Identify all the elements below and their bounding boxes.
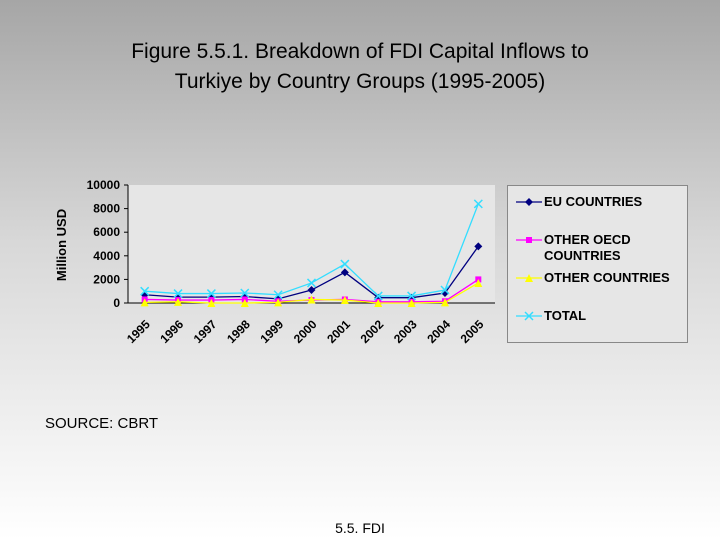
x-tick-label: 2000 <box>291 317 320 346</box>
x-tick-label: 1999 <box>257 317 286 346</box>
x-tick-label: 2003 <box>391 317 420 346</box>
point <box>206 289 216 299</box>
point <box>440 285 450 295</box>
x-tick-label: 1996 <box>157 317 186 346</box>
point <box>307 295 316 304</box>
legend-marker <box>524 311 534 321</box>
legend-icon <box>516 198 542 206</box>
point <box>340 259 350 269</box>
title-line: Turkiye by Country Groups (1995-2005) <box>174 70 546 93</box>
y-axis-label: Million USD <box>54 209 69 281</box>
point <box>473 199 483 209</box>
point <box>240 299 249 307</box>
legend-entry: OTHER COUNTRIES <box>514 270 686 286</box>
legend-entry: EU COUNTRIES <box>514 194 686 210</box>
point <box>407 299 416 307</box>
legend-marker <box>525 274 533 282</box>
y-tick-label: 6000 <box>93 225 120 239</box>
point <box>173 289 183 299</box>
x-tick-label: 2002 <box>358 317 387 346</box>
legend-entry: TOTAL <box>514 308 686 324</box>
footer: 5.5. FDI <box>335 520 385 536</box>
point <box>240 288 250 298</box>
legend-label: TOTAL <box>544 308 587 323</box>
source: SOURCE: CBRT <box>45 415 159 432</box>
point <box>207 299 216 307</box>
legend-icon <box>516 274 542 282</box>
point <box>174 297 183 306</box>
y-tick-label: 8000 <box>93 202 120 216</box>
point <box>474 242 483 251</box>
legend-label: OTHER COUNTRIES <box>544 270 670 285</box>
point <box>306 278 317 288</box>
x-tick-label: 1998 <box>224 317 253 346</box>
legend-marker <box>526 237 532 243</box>
point <box>273 290 283 300</box>
x-tick-label: 2004 <box>424 317 453 346</box>
x-tick-label: 2005 <box>458 317 487 346</box>
point <box>340 296 349 305</box>
x-tick-label: 1997 <box>191 317 220 346</box>
y-tick-label: 0 <box>113 296 120 310</box>
legend-entry: OTHER OECD COUNTRIES <box>514 232 686 264</box>
point <box>374 299 383 307</box>
point <box>407 291 417 301</box>
plot-area <box>128 185 495 303</box>
legend-icon <box>516 237 542 243</box>
legend-label: EU COUNTRIES <box>544 194 643 209</box>
point <box>307 286 316 295</box>
y-tick-label: 4000 <box>93 249 120 263</box>
title-line: Figure 5.5.1. Breakdown of FDI Capital I… <box>131 40 589 63</box>
y-tick-label: 10000 <box>87 178 121 192</box>
x-tick-label: 2001 <box>324 317 353 346</box>
point <box>373 291 383 301</box>
x-tick-label: 1995 <box>124 317 153 346</box>
legend-label: OTHER OECD COUNTRIES <box>544 232 631 263</box>
point <box>474 278 483 287</box>
point <box>140 298 149 307</box>
point <box>140 286 150 296</box>
legend: EU COUNTRIES OTHER OECD COUNTRIES OTHER CO… <box>507 185 688 343</box>
point <box>274 298 283 307</box>
y-tick-label: 2000 <box>93 272 120 286</box>
point <box>440 298 449 307</box>
point <box>340 268 349 277</box>
legend-icon <box>516 311 542 321</box>
legend-marker <box>525 198 533 206</box>
